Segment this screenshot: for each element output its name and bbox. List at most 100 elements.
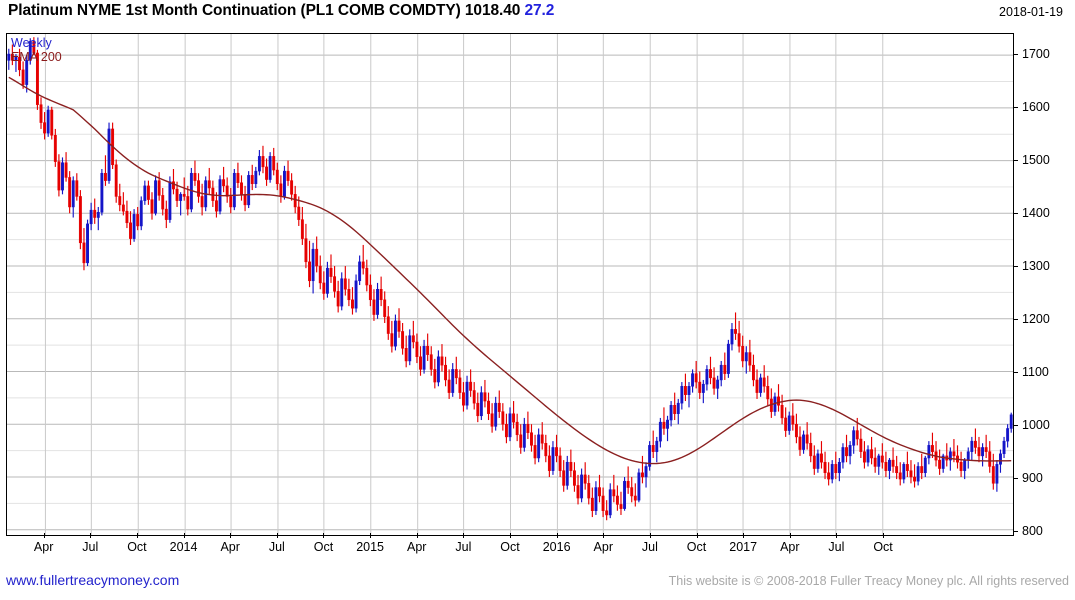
candlestick-bar bbox=[114, 159, 118, 203]
x-axis-tick-label: Apr bbox=[406, 540, 427, 554]
candlestick-bar bbox=[393, 314, 397, 351]
candle-body bbox=[64, 162, 68, 178]
candle-body bbox=[759, 377, 763, 393]
candle-body bbox=[136, 214, 140, 227]
candle-body bbox=[336, 291, 340, 307]
candle-body bbox=[182, 194, 186, 197]
candle-body bbox=[730, 329, 734, 345]
candle-body bbox=[164, 208, 168, 220]
x-axis-tick-label: Apr bbox=[220, 540, 240, 554]
candlestick-bar bbox=[827, 462, 831, 486]
candlestick-bar bbox=[104, 155, 107, 186]
candlestick-bar bbox=[626, 466, 630, 494]
candlestick-bar bbox=[769, 388, 773, 418]
candle-body bbox=[615, 495, 619, 505]
candle-body bbox=[104, 172, 107, 181]
candle-body bbox=[598, 487, 601, 497]
candlestick-bar bbox=[544, 434, 548, 463]
candle-body bbox=[261, 156, 265, 168]
candlestick-bar bbox=[132, 209, 136, 242]
candlestick-bar bbox=[57, 154, 61, 197]
candle-body bbox=[86, 223, 89, 264]
chart-header: Platinum NYME 1st Month Continuation (PL… bbox=[0, 0, 1075, 28]
candle-body bbox=[902, 464, 906, 480]
candlestick-bar bbox=[848, 441, 852, 465]
candle-body bbox=[401, 331, 405, 349]
candle-body bbox=[630, 487, 634, 497]
candlestick-bar bbox=[10, 44, 14, 66]
candlestick-bar bbox=[43, 112, 47, 140]
candle-body bbox=[941, 455, 945, 469]
site-url-link[interactable]: www.fullertreacymoney.com bbox=[6, 572, 180, 588]
candle-body bbox=[78, 196, 82, 244]
candle-body bbox=[71, 180, 75, 208]
candlestick-bar bbox=[694, 360, 698, 389]
candlestick-bar bbox=[347, 278, 351, 307]
candlestick-bar bbox=[365, 259, 369, 292]
candlestick-bar bbox=[68, 171, 72, 214]
x-axis-tick-mark bbox=[230, 533, 232, 538]
candle-body bbox=[368, 284, 372, 301]
candlestick-bar bbox=[164, 200, 168, 229]
candlestick-bar bbox=[766, 375, 770, 406]
candle-body bbox=[376, 288, 379, 315]
y-axis-tick-mark bbox=[1014, 265, 1018, 267]
candle-body bbox=[157, 180, 161, 196]
chart-plot-area[interactable]: Weekly EMA 200 bbox=[6, 33, 1014, 536]
candlestick-bar bbox=[959, 451, 963, 477]
candle-body bbox=[809, 442, 813, 457]
candle-body bbox=[100, 172, 104, 213]
candlestick-bar bbox=[669, 401, 673, 427]
candlestick-bar bbox=[197, 173, 200, 203]
candle-body bbox=[21, 69, 25, 85]
candle-body bbox=[623, 480, 627, 509]
candlestick-bar bbox=[909, 460, 913, 484]
candlestick-bar bbox=[497, 390, 501, 418]
x-axis-tick-label: Jul bbox=[268, 540, 285, 554]
candlestick-bar bbox=[680, 382, 684, 410]
chart-date: 2018-01-19 bbox=[999, 5, 1063, 19]
candlestick-bar bbox=[809, 432, 813, 463]
candle-body bbox=[963, 459, 967, 471]
candlestick-bar bbox=[186, 185, 190, 216]
candle-body bbox=[626, 480, 630, 488]
candle-body bbox=[755, 379, 759, 393]
candlestick-bar bbox=[78, 190, 82, 250]
candlestick-bar bbox=[479, 386, 483, 421]
candle-body bbox=[741, 345, 745, 362]
candlestick-bar bbox=[487, 392, 490, 421]
y-axis-tick-mark bbox=[1014, 213, 1018, 215]
candle-body bbox=[845, 447, 848, 457]
candle-body bbox=[948, 451, 952, 461]
candlestick-bar bbox=[300, 206, 304, 245]
candlestick-bar bbox=[701, 379, 705, 404]
candle-body bbox=[780, 405, 784, 419]
y-axis-tick-mark bbox=[1014, 530, 1018, 532]
candlestick-bar bbox=[462, 382, 465, 412]
candle-body bbox=[154, 180, 158, 214]
candlestick-bar bbox=[888, 458, 891, 480]
candlestick-bar bbox=[440, 344, 444, 372]
candle-body bbox=[404, 348, 408, 362]
candlestick-bar bbox=[648, 441, 652, 471]
candle-body bbox=[454, 369, 458, 379]
candlestick-bar bbox=[880, 443, 884, 469]
candlestick-bar bbox=[290, 173, 294, 201]
candlestick-bar bbox=[53, 128, 57, 167]
candle-body bbox=[462, 392, 465, 406]
candlestick-bar bbox=[107, 122, 111, 184]
candle-body bbox=[458, 377, 462, 393]
candlestick-bar bbox=[866, 445, 870, 467]
candle-body bbox=[229, 196, 233, 208]
candlestick-bar bbox=[995, 460, 999, 492]
candle-body bbox=[837, 461, 841, 474]
y-axis-tick-label: 1200 bbox=[1022, 311, 1050, 326]
candle-body bbox=[179, 194, 183, 201]
candlestick-bar bbox=[25, 55, 29, 93]
x-axis-tick-mark bbox=[603, 533, 605, 538]
candlestick-bar bbox=[472, 382, 476, 410]
candlestick-bar bbox=[304, 223, 308, 269]
candlestick-bar bbox=[368, 274, 372, 307]
candle-body bbox=[422, 345, 426, 370]
candle-body bbox=[877, 455, 881, 467]
